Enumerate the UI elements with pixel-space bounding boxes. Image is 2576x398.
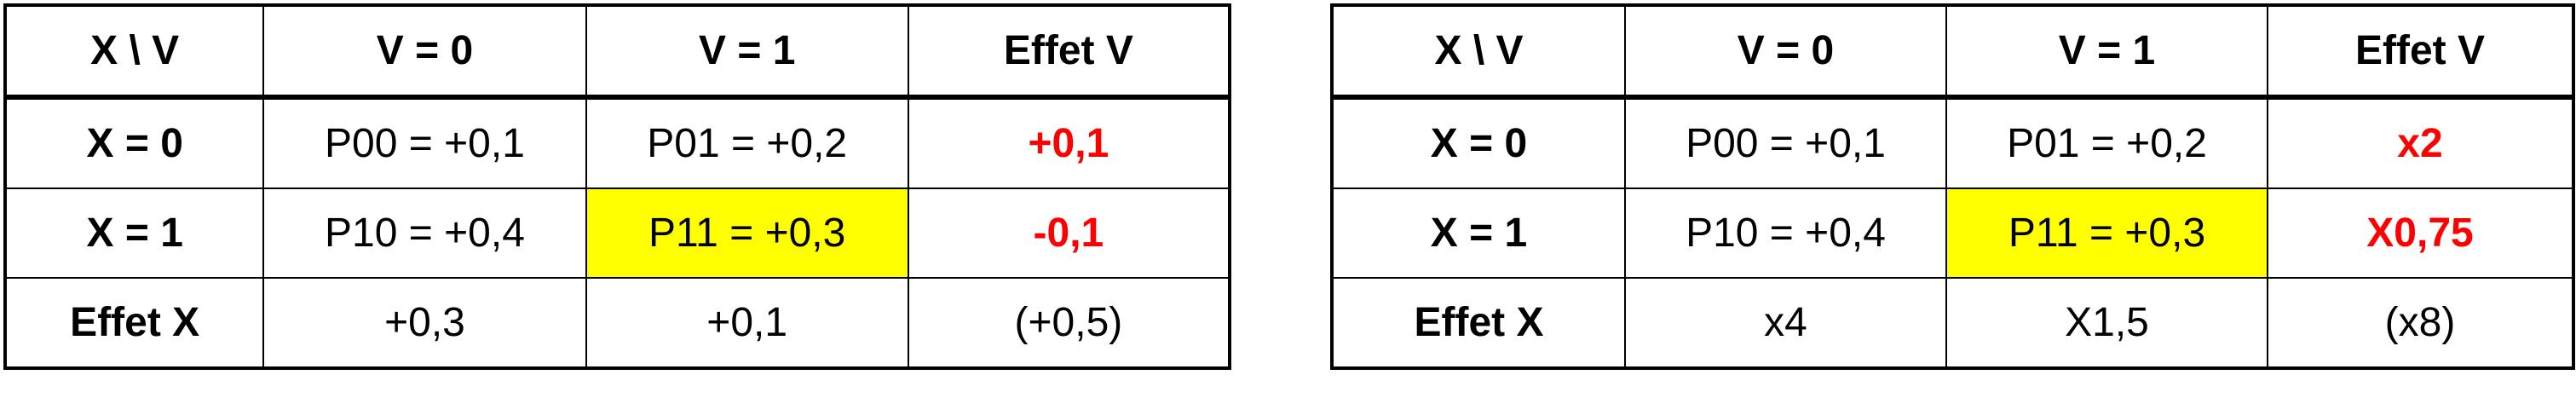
cell-effect-x-v1: +0,1 — [585, 277, 909, 369]
table-row-x0: X = 0 P00 = +0,1 P01 = +0,2 x2 — [1331, 96, 2574, 189]
cell-total-effect: (+0,5) — [907, 277, 1231, 369]
header-row: X \ V V = 0 V = 1 Effet V — [3, 4, 1231, 100]
cell-p01: P01 = +0,2 — [585, 96, 909, 189]
cell-effect-x-v0: +0,3 — [262, 277, 587, 369]
column-header-effect-v: Effet V — [907, 4, 1231, 100]
column-header-v0: V = 0 — [1624, 4, 1947, 100]
cell-p10: P10 = +0,4 — [1624, 187, 1947, 279]
row-header-effect-x: Effet X — [3, 277, 265, 369]
cell-total-effect: (x8) — [2267, 277, 2574, 369]
cell-p01: P01 = +0,2 — [1945, 96, 2268, 189]
header-row: X \ V V = 0 V = 1 Effet V — [1331, 4, 2574, 100]
column-header-v1: V = 1 — [1945, 4, 2268, 100]
row-header-x1: X = 1 — [3, 187, 265, 279]
cell-effect-x-v1: X1,5 — [1945, 277, 2268, 369]
row-header-x0: X = 0 — [3, 96, 265, 189]
cell-effect-v-x1: -0,1 — [907, 187, 1231, 279]
multiplicative-effects-table: X \ V V = 0 V = 1 Effet V X = 0 P00 = +0… — [1330, 3, 2575, 370]
cell-effect-v-x0: +0,1 — [907, 96, 1231, 189]
cell-p10: P10 = +0,4 — [262, 187, 587, 279]
column-header-v0: V = 0 — [262, 4, 587, 100]
table-row-effect-x: Effet X x4 X1,5 (x8) — [1331, 277, 2574, 369]
corner-header: X \ V — [3, 4, 265, 100]
row-header-x1: X = 1 — [1331, 187, 1626, 279]
additive-effects-table: X \ V V = 0 V = 1 Effet V X = 0 P00 = +0… — [3, 3, 1231, 370]
cell-p11-highlighted: P11 = +0,3 — [585, 187, 909, 279]
column-header-effect-v: Effet V — [2267, 4, 2574, 100]
cell-p11-highlighted: P11 = +0,3 — [1945, 187, 2268, 279]
cell-effect-v-x0: x2 — [2267, 96, 2574, 189]
table-row-x1: X = 1 P10 = +0,4 P11 = +0,3 -0,1 — [3, 187, 1231, 279]
cell-p00: P00 = +0,1 — [262, 96, 587, 189]
cell-effect-v-x1: X0,75 — [2267, 187, 2574, 279]
table-row-effect-x: Effet X +0,3 +0,1 (+0,5) — [3, 277, 1231, 369]
cell-p00: P00 = +0,1 — [1624, 96, 1947, 189]
corner-header: X \ V — [1331, 4, 1626, 100]
row-header-x0: X = 0 — [1331, 96, 1626, 189]
row-header-effect-x: Effet X — [1331, 277, 1626, 369]
table-row-x0: X = 0 P00 = +0,1 P01 = +0,2 +0,1 — [3, 96, 1231, 189]
cell-effect-x-v0: x4 — [1624, 277, 1947, 369]
table-row-x1: X = 1 P10 = +0,4 P11 = +0,3 X0,75 — [1331, 187, 2574, 279]
column-header-v1: V = 1 — [585, 4, 909, 100]
